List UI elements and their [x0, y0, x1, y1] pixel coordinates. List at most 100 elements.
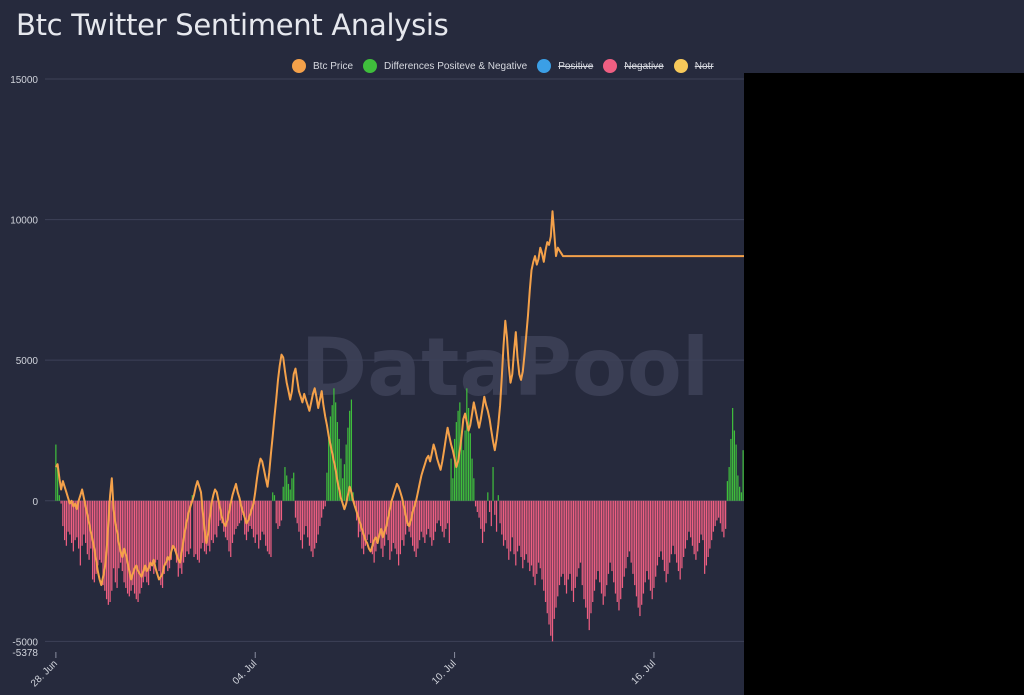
bar[interactable]	[263, 500, 265, 535]
bar[interactable]	[196, 500, 199, 560]
bar[interactable]	[663, 500, 666, 572]
bar[interactable]	[170, 500, 172, 560]
bar[interactable]	[154, 500, 157, 563]
bar[interactable]	[453, 438, 456, 501]
bar[interactable]	[160, 500, 162, 586]
bar[interactable]	[186, 500, 188, 552]
bar[interactable]	[375, 500, 377, 552]
bar[interactable]	[593, 500, 596, 591]
bar[interactable]	[308, 500, 311, 546]
bar[interactable]	[182, 500, 185, 563]
bar[interactable]	[349, 410, 351, 501]
bar[interactable]	[679, 500, 681, 580]
bar[interactable]	[93, 500, 95, 583]
bar[interactable]	[425, 500, 428, 535]
bar[interactable]	[662, 500, 664, 560]
bar[interactable]	[212, 500, 214, 543]
bar[interactable]	[690, 500, 692, 538]
bar[interactable]	[560, 500, 562, 577]
bar[interactable]	[464, 430, 466, 501]
bar[interactable]	[240, 500, 242, 521]
bar[interactable]	[224, 500, 227, 538]
bar[interactable]	[548, 500, 550, 625]
bar[interactable]	[412, 500, 414, 546]
bar[interactable]	[474, 500, 477, 507]
bar[interactable]	[711, 500, 713, 541]
bar[interactable]	[284, 467, 286, 501]
bar[interactable]	[289, 489, 291, 501]
bar[interactable]	[700, 500, 702, 535]
bar[interactable]	[398, 500, 400, 566]
bar[interactable]	[198, 500, 200, 563]
bar[interactable]	[326, 472, 328, 501]
bar[interactable]	[139, 500, 141, 594]
bar[interactable]	[347, 427, 349, 501]
bar[interactable]	[259, 500, 262, 541]
bar[interactable]	[133, 500, 136, 594]
bar[interactable]	[366, 500, 368, 541]
bar[interactable]	[551, 500, 554, 642]
bar[interactable]	[303, 500, 305, 535]
bar[interactable]	[530, 500, 533, 566]
bar[interactable]	[627, 500, 629, 558]
bar[interactable]	[613, 500, 615, 583]
bar[interactable]	[630, 500, 632, 563]
bar[interactable]	[258, 500, 260, 549]
bar[interactable]	[691, 500, 694, 546]
bar[interactable]	[511, 500, 513, 538]
bar[interactable]	[665, 500, 667, 583]
bar[interactable]	[62, 500, 64, 527]
bar[interactable]	[651, 500, 653, 600]
bar[interactable]	[739, 486, 741, 501]
bar[interactable]	[322, 500, 325, 510]
bar[interactable]	[635, 500, 638, 597]
bar[interactable]	[698, 500, 701, 543]
bar[interactable]	[632, 500, 634, 574]
bar[interactable]	[641, 500, 643, 605]
bar[interactable]	[562, 500, 564, 574]
bar[interactable]	[181, 500, 183, 574]
bar[interactable]	[312, 500, 314, 558]
bar[interactable]	[217, 500, 220, 527]
bar[interactable]	[231, 500, 234, 543]
bar[interactable]	[300, 500, 302, 541]
bar[interactable]	[434, 500, 436, 532]
bar[interactable]	[315, 500, 318, 543]
bar[interactable]	[69, 500, 71, 535]
bar[interactable]	[298, 500, 300, 532]
bar[interactable]	[686, 500, 688, 541]
bar[interactable]	[364, 500, 367, 546]
bar[interactable]	[163, 500, 165, 574]
bar[interactable]	[471, 458, 473, 501]
bar[interactable]	[642, 500, 645, 594]
bar[interactable]	[342, 478, 344, 501]
price-line[interactable]	[55, 210, 763, 587]
bar[interactable]	[607, 500, 610, 574]
bar[interactable]	[371, 500, 374, 555]
bar[interactable]	[172, 500, 174, 549]
bar[interactable]	[202, 500, 204, 543]
bar[interactable]	[156, 500, 158, 560]
bar[interactable]	[618, 500, 620, 611]
bar[interactable]	[667, 500, 669, 574]
bar[interactable]	[506, 500, 508, 549]
bar[interactable]	[335, 402, 337, 501]
bar[interactable]	[235, 500, 237, 529]
bar[interactable]	[602, 500, 604, 605]
bar[interactable]	[733, 430, 735, 501]
bar[interactable]	[161, 500, 164, 588]
bar[interactable]	[111, 500, 113, 591]
bar[interactable]	[60, 500, 62, 504]
bar[interactable]	[336, 422, 339, 501]
bar[interactable]	[716, 500, 718, 521]
bar[interactable]	[305, 500, 307, 527]
bar[interactable]	[149, 500, 151, 572]
bar[interactable]	[572, 500, 575, 603]
bar[interactable]	[683, 500, 685, 558]
bar[interactable]	[287, 483, 290, 501]
bar[interactable]	[515, 500, 517, 566]
bar[interactable]	[501, 500, 503, 535]
bar[interactable]	[655, 500, 657, 577]
bar[interactable]	[467, 407, 470, 501]
bar[interactable]	[238, 500, 241, 524]
